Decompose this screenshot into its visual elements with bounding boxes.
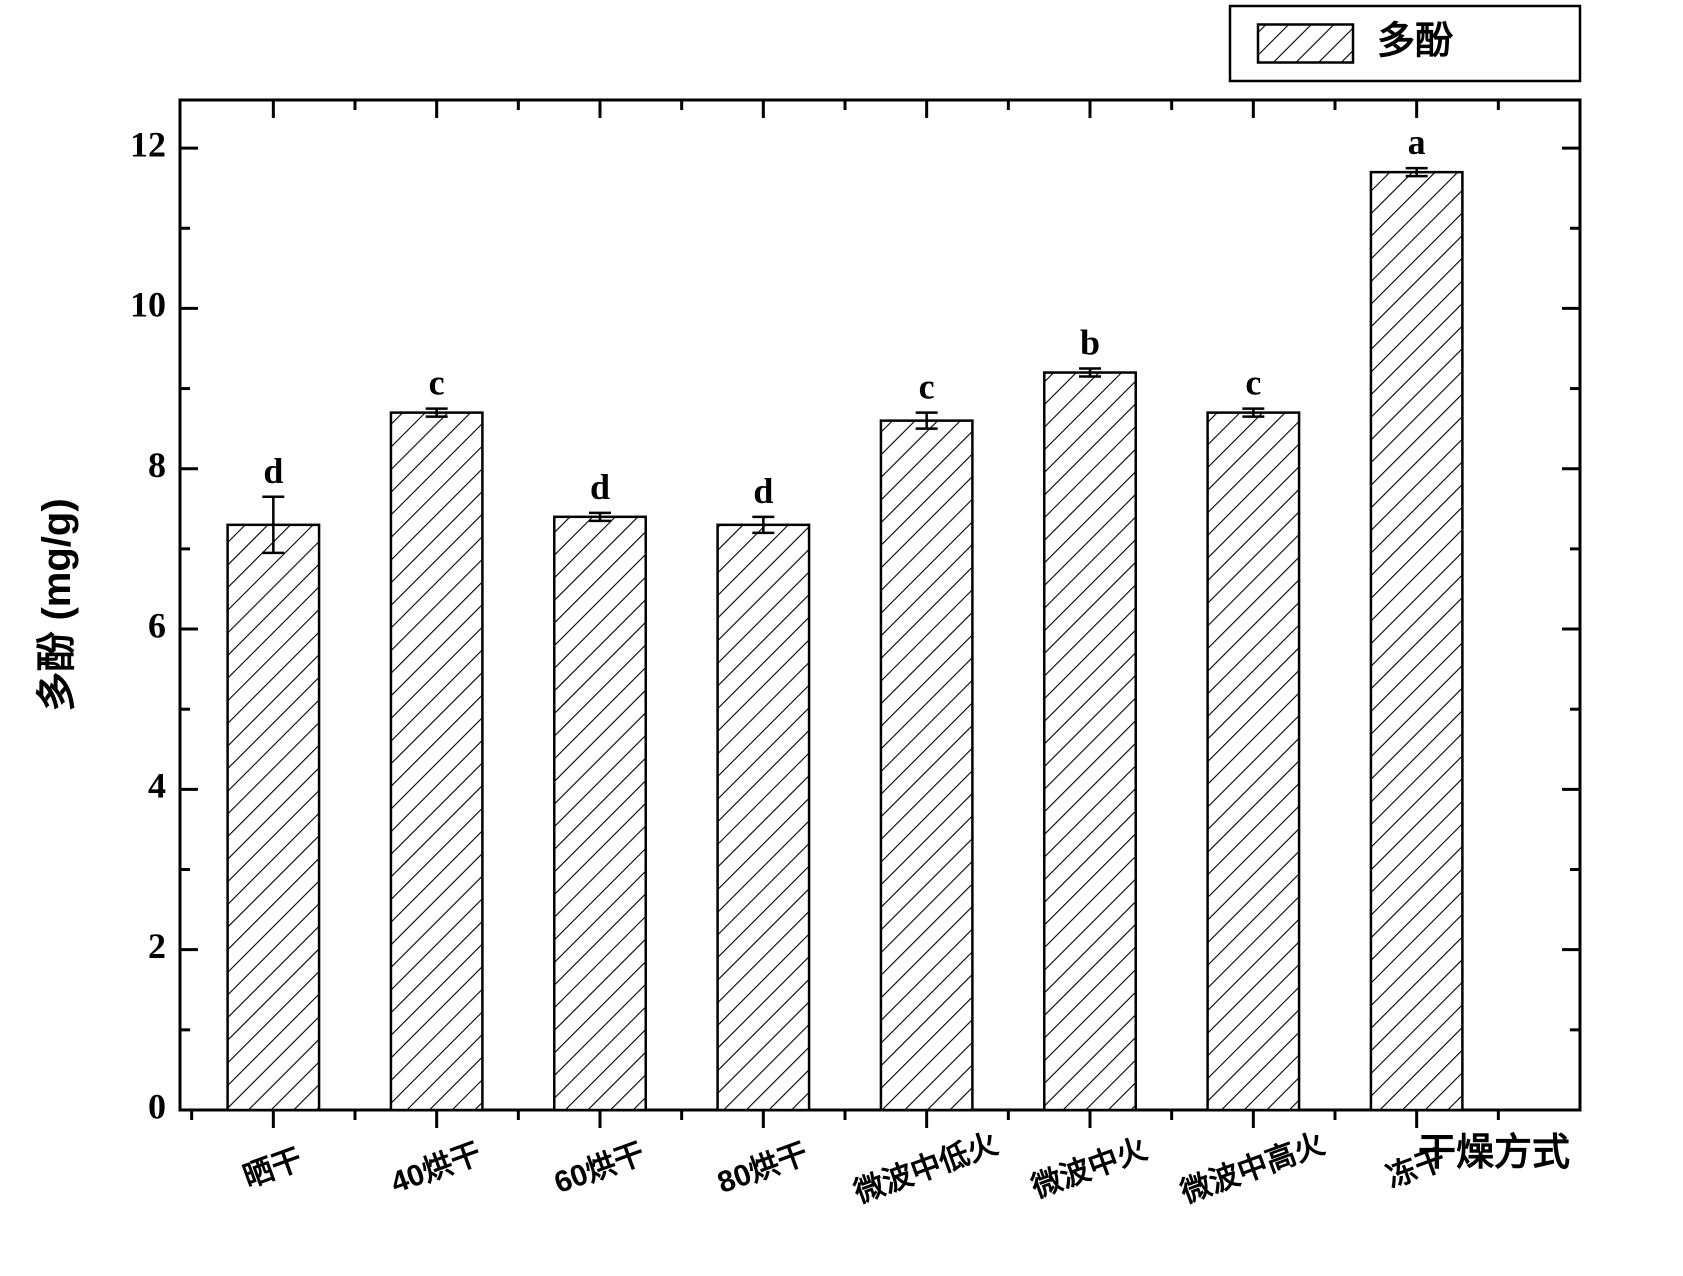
bar <box>554 517 645 1110</box>
y-tick-label: 6 <box>148 605 166 645</box>
bar <box>228 525 319 1110</box>
significance-label: b <box>1080 323 1100 363</box>
significance-label: c <box>429 363 445 403</box>
polyphenol-bar-chart: 0 2 4 6 8 10 12 多酚 (mg/g) d 晒干 c 40烘干 d 60烘干 d 80烘干 c 微波中… <box>0 0 1683 1276</box>
legend-swatch <box>1258 25 1353 63</box>
bar <box>1208 413 1299 1110</box>
x-tick-label: 80烘干 <box>713 1137 812 1200</box>
significance-label: d <box>263 451 283 491</box>
bar <box>881 421 972 1110</box>
bar <box>718 525 809 1110</box>
significance-label: a <box>1408 122 1426 162</box>
significance-label: c <box>919 367 935 407</box>
significance-label: d <box>753 471 773 511</box>
y-tick-label: 8 <box>148 445 166 485</box>
x-tick-label: 微波中低火 <box>849 1127 1002 1210</box>
bar <box>391 413 482 1110</box>
x-axis-title: 干燥方式 <box>1418 1132 1570 1174</box>
x-tick-label: 微波中火 <box>1026 1132 1151 1204</box>
y-axis-title: 多酚 (mg/g) <box>35 498 79 711</box>
significance-label: d <box>590 467 610 507</box>
y-tick-label: 2 <box>148 926 166 966</box>
bar <box>1044 373 1135 1110</box>
x-tick-label: 晒干 <box>239 1143 307 1195</box>
x-tick-label: 60烘干 <box>550 1137 649 1200</box>
y-tick-label: 4 <box>148 766 166 806</box>
bar <box>1371 172 1462 1110</box>
x-tick-label: 微波中高火 <box>1176 1127 1329 1210</box>
x-tick-label: 40烘干 <box>387 1137 486 1200</box>
y-tick-label: 12 <box>130 124 166 164</box>
significance-label: c <box>1245 363 1261 403</box>
legend-label: 多酚 <box>1377 21 1454 63</box>
y-tick-label: 10 <box>130 285 166 325</box>
y-tick-label: 0 <box>148 1086 166 1126</box>
